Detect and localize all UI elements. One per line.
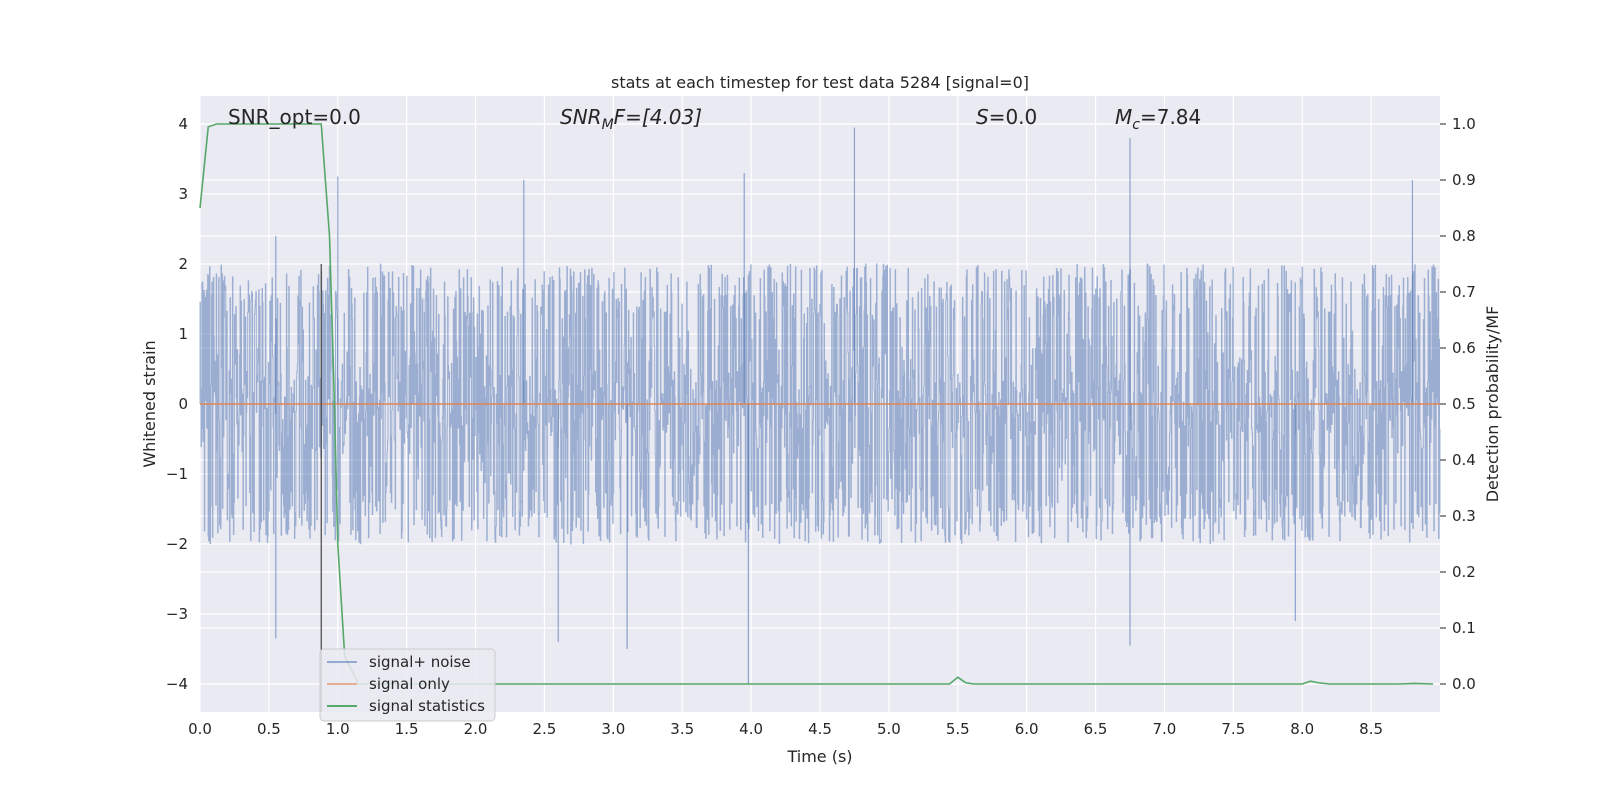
x-tick-label: 3.0 (601, 720, 625, 738)
annotation-s: S=0.0 (976, 105, 1037, 129)
x-tick-label: 5.0 (877, 720, 901, 738)
snr-mf-rest: F=[4.03] (614, 105, 702, 129)
x-tick-label: 8.5 (1359, 720, 1383, 738)
x-tick-label: 0.0 (188, 720, 212, 738)
y-tick-label-left: 2 (178, 255, 188, 273)
legend-box (319, 648, 496, 722)
x-tick-label: 2.5 (533, 720, 557, 738)
y-tick-label-left: −4 (166, 675, 188, 693)
y-tick-label-left: −2 (166, 535, 188, 553)
y-tick-label-right: 0.6 (1452, 339, 1476, 357)
legend: signal+ noise signal only signal statist… (319, 648, 496, 722)
x-ticks: 0.0 0.5 1.0 1.5 2.0 2.5 3.0 3.5 4.0 4.5 5.0 5.5 6.0 6… (188, 720, 1383, 738)
x-tick-label: 3.5 (670, 720, 694, 738)
x-tick-label: 8.0 (1290, 720, 1314, 738)
y-ticks-left: 4 3 2 1 0 −1 −2 −3 −4 (166, 115, 188, 693)
y-tick-label-right: 0.5 (1452, 395, 1476, 413)
x-tick-label: 5.5 (946, 720, 970, 738)
x-tick-label: 6.0 (1015, 720, 1039, 738)
s-rest: =0.0 (989, 105, 1038, 129)
x-tick-label: 4.0 (739, 720, 763, 738)
y-tick-label-left: 1 (178, 325, 188, 343)
y-tick-label-right: 0.9 (1452, 171, 1476, 189)
y-tick-label-right: 0.3 (1452, 507, 1476, 525)
x-tick-label: 1.0 (326, 720, 350, 738)
x-tick-label: 4.5 (808, 720, 832, 738)
s-symbol: S (976, 105, 989, 129)
y-tick-label-right: 0.1 (1452, 619, 1476, 637)
y-axis-label-left: Whitened strain (140, 340, 159, 467)
y-tick-label-right: 1.0 (1452, 115, 1476, 133)
noise-trace (199, 263, 1441, 545)
legend-label-noise: signal+ noise (369, 653, 471, 671)
y-tick-label-left: −1 (166, 465, 188, 483)
annotation-mc: Mc=7.84 (1115, 105, 1201, 133)
x-tick-label: 2.0 (464, 720, 488, 738)
series-signal-statistics (199, 123, 1434, 685)
legend-label-signal-only: signal only (369, 675, 450, 693)
x-tick-label: 7.5 (1221, 720, 1245, 738)
snr-mf-symbol: SNR (560, 105, 602, 129)
x-tick-label: 7.0 (1153, 720, 1177, 738)
chart-title: stats at each timestep for test data 528… (611, 73, 1029, 92)
y-tick-label-right: 0.2 (1452, 563, 1476, 581)
x-axis-label: Time (s) (786, 747, 852, 766)
y-axis-label-right: Detection probability/MF (1483, 306, 1502, 503)
y-tick-label-left: 0 (178, 395, 188, 413)
x-tick-label: 1.5 (395, 720, 419, 738)
x-tick-label: 6.5 (1084, 720, 1108, 738)
y-tick-label-right: 0.7 (1452, 283, 1476, 301)
y-tick-label-left: 3 (178, 185, 188, 203)
y-ticks-right: 1.0 0.9 0.8 0.7 0.6 0.5 0.4 0.3 0.2 0.1 0.0 (1440, 115, 1476, 693)
y-tick-label-right: 0.0 (1452, 675, 1476, 693)
legend-label-statistics: signal statistics (369, 697, 485, 715)
y-tick-label-left: 4 (178, 115, 188, 133)
y-tick-label-right: 0.8 (1452, 227, 1476, 245)
x-tick-label: 0.5 (257, 720, 281, 738)
y-tick-label-right: 0.4 (1452, 451, 1476, 469)
series-signal-noise (199, 127, 1441, 684)
annotation-snr-opt: SNR_opt=0.0 (228, 105, 361, 129)
snr-mf-subscript: M (602, 117, 614, 133)
annotation-snr-mf: SNRMF=[4.03] (560, 105, 702, 133)
mc-rest: =7.84 (1140, 105, 1201, 129)
y-tick-label-left: −3 (166, 605, 188, 623)
mc-symbol: M (1115, 105, 1132, 129)
mc-subscript: c (1132, 117, 1140, 133)
